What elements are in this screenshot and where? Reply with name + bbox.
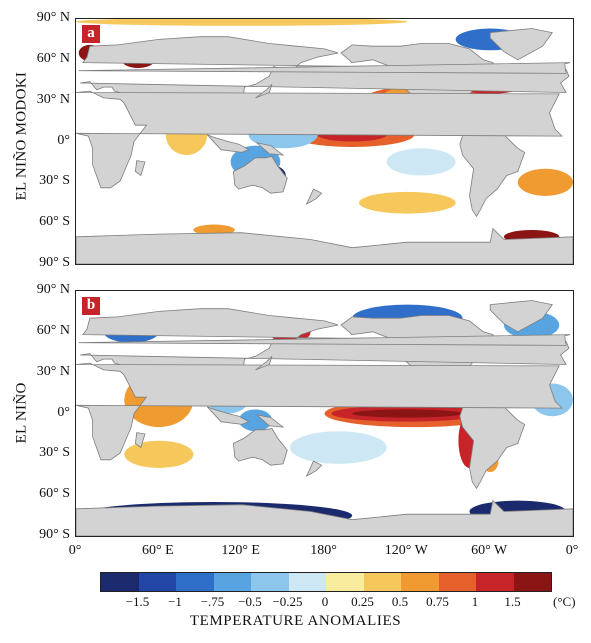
lon-label: 60° W xyxy=(471,543,508,558)
colorbar-tick-label: −.75 xyxy=(200,594,225,609)
colorbar-tick-label: 0.25 xyxy=(351,594,374,609)
land-japan xyxy=(255,84,273,99)
anomaly-patch xyxy=(76,19,408,26)
land-indonesia xyxy=(206,134,250,153)
colorbar-swatch xyxy=(513,573,551,591)
anomaly-patch xyxy=(352,409,463,418)
lat-label: 0° xyxy=(57,404,70,420)
lat-label: 30° N xyxy=(36,91,70,107)
lon-label: 0° xyxy=(565,543,579,558)
land-antarctica xyxy=(76,499,573,536)
land-layer-b xyxy=(76,300,573,536)
map-panel-a: a xyxy=(75,18,574,265)
colorbar-tick-label: −0.25 xyxy=(272,594,303,609)
lon-label: 0° xyxy=(68,543,82,558)
lat-label: 30° S xyxy=(39,445,70,461)
colorbar-swatch xyxy=(288,573,326,591)
colorbar-swatch xyxy=(438,573,476,591)
colorbar-tick-label: −1.5 xyxy=(125,594,150,609)
lat-label: 60° S xyxy=(39,486,70,502)
colorbar-tick-label: 1 xyxy=(471,594,479,609)
land-madagascar xyxy=(134,160,146,177)
land-new-guinea xyxy=(255,414,285,428)
lat-label: 60° N xyxy=(36,50,70,66)
lon-label: 120° W xyxy=(384,543,428,558)
colorbar-tick-label: 0 xyxy=(321,594,329,609)
anomaly-patch xyxy=(124,440,194,468)
land-uk xyxy=(78,334,571,346)
land-japan xyxy=(255,356,273,371)
land-antarctica xyxy=(76,227,573,264)
colorbar-tick-label: −1 xyxy=(168,594,182,609)
land-greenland xyxy=(489,28,553,61)
lat-label: 90° S xyxy=(39,255,70,270)
land-greenland xyxy=(489,300,553,333)
colorbar-tick-label: −0.5 xyxy=(238,594,262,609)
anomaly-patch xyxy=(289,431,387,464)
panel-tag-b: b xyxy=(82,297,100,315)
colorbar-swatch xyxy=(213,573,251,591)
colorbar-swatch xyxy=(251,573,289,591)
land-uk xyxy=(78,62,571,74)
land-australia xyxy=(232,428,288,466)
colorbar-swatch xyxy=(363,573,401,591)
lon-label: 180° xyxy=(310,543,337,558)
colorbar-tick-label: 1.5 xyxy=(504,594,521,609)
map-svg-a xyxy=(76,19,573,264)
lat-label: 0° xyxy=(57,132,70,148)
anomaly-patch xyxy=(359,191,456,214)
colorbar-swatch xyxy=(401,573,439,591)
lon-label: 60° E xyxy=(142,543,174,558)
land-africa xyxy=(76,362,563,461)
land-layer-a xyxy=(76,28,573,264)
anomaly-patch xyxy=(238,409,273,432)
anomaly-patch xyxy=(386,148,456,176)
land-south-america xyxy=(459,124,526,218)
land-indonesia xyxy=(206,406,250,425)
land-madagascar xyxy=(134,432,146,449)
colorbar-swatch xyxy=(101,573,139,591)
colorbar-swatch xyxy=(176,573,214,591)
land-new-zealand xyxy=(305,188,323,206)
lat-label: 30° S xyxy=(39,173,70,189)
colorbar-swatch xyxy=(476,573,514,591)
lat-label: 90° N xyxy=(36,10,70,25)
lat-label: 60° N xyxy=(36,322,70,338)
colorbar-swatch xyxy=(326,573,364,591)
land-new-guinea xyxy=(255,142,285,156)
land-australia xyxy=(232,156,288,194)
colorbar-tick-label: 0.5 xyxy=(391,594,409,609)
map-panel-b: b xyxy=(75,290,574,537)
land-africa xyxy=(76,90,563,189)
lat-label: 60° S xyxy=(39,214,70,230)
lat-label: 30° N xyxy=(36,363,70,379)
colorbar xyxy=(100,572,552,592)
colorbar-title: TEMPERATURE ANOMALIES xyxy=(189,613,402,629)
anomaly-patch xyxy=(517,168,573,196)
land-new-zealand xyxy=(305,460,323,478)
lat-label: 90° N xyxy=(36,282,70,297)
lat-label: 90° S xyxy=(39,527,70,542)
panel-tag-a: a xyxy=(82,25,100,43)
colorbar-swatch xyxy=(138,573,176,591)
colorbar-tick-label: 0.75 xyxy=(426,594,449,609)
map-svg-b xyxy=(76,300,573,536)
colorbar-unit: (°C) xyxy=(553,594,576,609)
lon-label: 120° E xyxy=(221,543,260,558)
